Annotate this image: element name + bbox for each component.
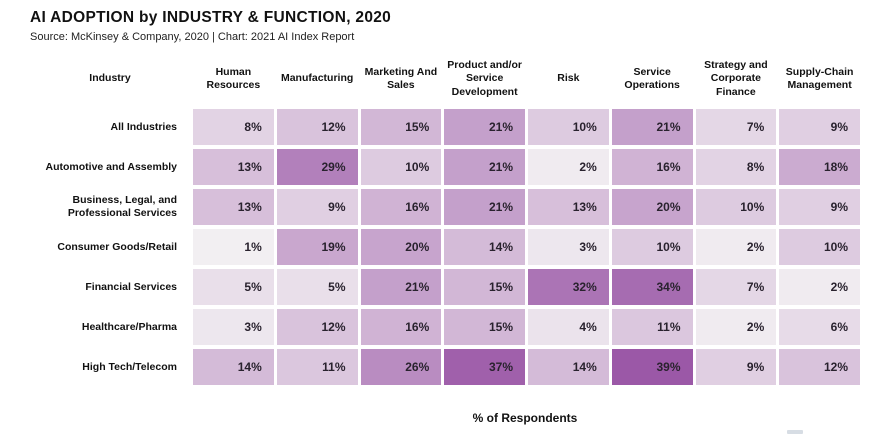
heatmap-cell: 1% bbox=[193, 229, 274, 265]
heatmap-cell: 21% bbox=[444, 189, 525, 225]
heatmap-cell: 13% bbox=[193, 149, 274, 185]
heatmap-cell: 14% bbox=[444, 229, 525, 265]
column-header-6: Service Operations bbox=[624, 65, 680, 91]
heatmap-cell: 18% bbox=[779, 149, 860, 185]
heatmap-cell: 10% bbox=[611, 229, 693, 265]
row-label-1: All Industries bbox=[110, 120, 177, 133]
heatmap-cell: 9% bbox=[695, 349, 777, 385]
heatmap-cell: 10% bbox=[360, 149, 442, 185]
heatmap-cell: 13% bbox=[528, 189, 609, 225]
heatmap-cell: 13% bbox=[193, 189, 274, 225]
heatmap-cell: 8% bbox=[193, 109, 274, 145]
heatmap-cell: 12% bbox=[276, 109, 358, 145]
heatmap-cell: 37% bbox=[444, 349, 525, 385]
heatmap-cell: 26% bbox=[360, 349, 442, 385]
heatmap-cell: 10% bbox=[779, 229, 860, 265]
heatmap-cell: 2% bbox=[528, 149, 609, 185]
heatmap-cell: 11% bbox=[611, 309, 693, 345]
heatmap-cell: 10% bbox=[528, 109, 609, 145]
row-label-7: High Tech/Telecom bbox=[82, 360, 177, 373]
heatmap-cell: 6% bbox=[779, 309, 860, 345]
column-header-2: Manufacturing bbox=[280, 72, 354, 85]
heatmap-cell: 19% bbox=[276, 229, 358, 265]
row-label-6: Healthcare/Pharma bbox=[81, 320, 177, 333]
heatmap-cell: 20% bbox=[611, 189, 693, 225]
column-header-5: Risk bbox=[557, 72, 580, 85]
heatmap-cell: 29% bbox=[276, 149, 358, 185]
heatmap-cell: 16% bbox=[611, 149, 693, 185]
heatmap-cell: 2% bbox=[779, 269, 860, 305]
corner-header-industry: Industry bbox=[89, 72, 131, 85]
heatmap-cell: 2% bbox=[695, 229, 777, 265]
partial-watermark bbox=[787, 430, 803, 434]
heatmap-cell: 12% bbox=[276, 309, 358, 345]
source-caption: Source: McKinsey & Company, 2020 | Chart… bbox=[30, 31, 355, 43]
heatmap-cell: 15% bbox=[444, 269, 525, 305]
heatmap-cell: 5% bbox=[276, 269, 358, 305]
heatmap-cell: 9% bbox=[276, 189, 358, 225]
heatmap-cell: 20% bbox=[360, 229, 442, 265]
heatmap-cell: 3% bbox=[528, 229, 609, 265]
heatmap-cell: 14% bbox=[528, 349, 609, 385]
row-label-5: Financial Services bbox=[85, 280, 177, 293]
heatmap-cell: 21% bbox=[611, 109, 693, 145]
heatmap-cell: 16% bbox=[360, 189, 442, 225]
heatmap-cell: 2% bbox=[695, 309, 777, 345]
heatmap-cell: 32% bbox=[528, 269, 609, 305]
heatmap-cell: 39% bbox=[611, 349, 693, 385]
heatmap-cell: 10% bbox=[695, 189, 777, 225]
row-label-2: Automotive and Assembly bbox=[45, 160, 177, 173]
column-header-3: Marketing And Sales bbox=[364, 65, 438, 91]
heatmap-cell: 9% bbox=[779, 109, 860, 145]
heatmap-cell: 11% bbox=[276, 349, 358, 385]
column-header-8: Supply-Chain Management bbox=[785, 65, 854, 91]
heatmap-cell: 4% bbox=[528, 309, 609, 345]
heatmap-cell: 12% bbox=[779, 349, 860, 385]
x-axis-caption: % of Respondents bbox=[472, 411, 578, 425]
column-header-1: Human Resources bbox=[206, 65, 261, 91]
row-label-3: Business, Legal, and Professional Servic… bbox=[67, 194, 177, 219]
row-label-4: Consumer Goods/Retail bbox=[57, 240, 177, 253]
heatmap-cell: 5% bbox=[193, 269, 274, 305]
heatmap-cell: 7% bbox=[695, 269, 777, 305]
heatmap-cell: 34% bbox=[611, 269, 693, 305]
page-title: AI ADOPTION by INDUSTRY & FUNCTION, 2020 bbox=[30, 9, 392, 26]
heatmap-cell: 8% bbox=[695, 149, 777, 185]
heatmap-cell: 14% bbox=[193, 349, 274, 385]
column-header-7: Strategy and Corporate Finance bbox=[704, 59, 768, 98]
heatmap-cell: 7% bbox=[695, 109, 777, 145]
heatmap-cell: 16% bbox=[360, 309, 442, 345]
column-header-4: Product and/or Service Development bbox=[447, 59, 522, 98]
heatmap-cell: 3% bbox=[193, 309, 274, 345]
heatmap-cell: 9% bbox=[779, 189, 860, 225]
heatmap-cell: 21% bbox=[444, 149, 525, 185]
heatmap-cell: 21% bbox=[444, 109, 525, 145]
heatmap-cell: 15% bbox=[360, 109, 442, 145]
heatmap-cell: 15% bbox=[444, 309, 525, 345]
heatmap-cell: 21% bbox=[360, 269, 442, 305]
heatmap-table: Industry Human Resources Manufacturing Mark… bbox=[30, 55, 860, 385]
